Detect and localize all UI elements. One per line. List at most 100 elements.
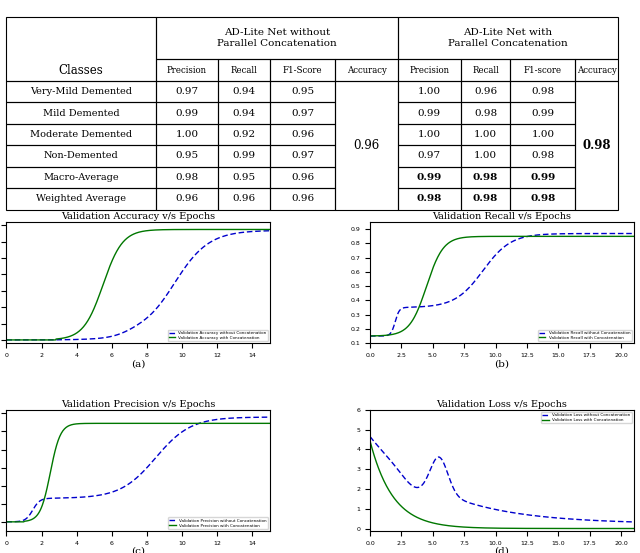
- Bar: [6, 17, 156, 81]
- Title: Validation Accuracy v/s Epochs: Validation Accuracy v/s Epochs: [61, 212, 215, 221]
- Bar: [398, 145, 461, 166]
- Text: AD-Lite Net with
Parallel Concatenation: AD-Lite Net with Parallel Concatenation: [448, 28, 568, 48]
- Bar: [461, 166, 511, 188]
- Text: 0.99: 0.99: [418, 108, 441, 118]
- Title: Validation Precision v/s Epochs: Validation Precision v/s Epochs: [61, 400, 215, 409]
- Text: Classes: Classes: [59, 64, 103, 77]
- Bar: [218, 124, 270, 145]
- Text: 0.94: 0.94: [233, 108, 256, 118]
- Text: Non-Demented: Non-Demented: [44, 152, 118, 160]
- Text: Recall: Recall: [231, 66, 258, 75]
- Text: 0.98: 0.98: [474, 108, 497, 118]
- Bar: [218, 60, 270, 81]
- Text: 0.95: 0.95: [175, 152, 198, 160]
- Bar: [511, 102, 575, 124]
- Text: 0.97: 0.97: [418, 152, 441, 160]
- Bar: [156, 124, 218, 145]
- Text: 0.98: 0.98: [531, 87, 554, 96]
- Text: 0.99: 0.99: [531, 108, 554, 118]
- Bar: [156, 60, 218, 81]
- Bar: [398, 60, 461, 81]
- Text: 0.97: 0.97: [291, 108, 314, 118]
- Bar: [270, 81, 335, 102]
- Text: F1-score: F1-score: [524, 66, 562, 75]
- Legend: Validation Loss without Concatenation, Validation Loss with Concatenation: Validation Loss without Concatenation, V…: [541, 412, 632, 423]
- Legend: Validation Accuracy without Concatenation, Validation Accuracy with Concatenatio: Validation Accuracy without Concatenatio…: [168, 330, 268, 341]
- X-axis label: (c): (c): [131, 547, 145, 553]
- Bar: [218, 188, 270, 210]
- Text: 0.98: 0.98: [531, 194, 556, 204]
- Legend: Validation Precision without Concatenation, Validation Precision with Concatenat: Validation Precision without Concatenati…: [168, 518, 268, 529]
- Text: Macro-Average: Macro-Average: [43, 173, 119, 182]
- Bar: [156, 188, 218, 210]
- Text: 0.96: 0.96: [233, 194, 256, 204]
- Bar: [270, 145, 335, 166]
- Text: Recall: Recall: [472, 66, 499, 75]
- Title: Validation Recall v/s Epochs: Validation Recall v/s Epochs: [433, 212, 572, 221]
- Bar: [156, 145, 218, 166]
- X-axis label: (a): (a): [131, 359, 145, 368]
- Bar: [575, 81, 618, 210]
- Bar: [511, 145, 575, 166]
- Bar: [335, 81, 398, 210]
- Text: Very-Mild Demented: Very-Mild Demented: [30, 87, 132, 96]
- Text: 0.95: 0.95: [291, 87, 314, 96]
- Text: 0.98: 0.98: [582, 139, 611, 152]
- Bar: [335, 60, 398, 81]
- Text: Weighted Average: Weighted Average: [36, 194, 126, 204]
- Text: AD-Lite Net without
Parallel Concatenation: AD-Lite Net without Parallel Concatenati…: [217, 28, 337, 48]
- Text: Accuracy: Accuracy: [577, 66, 616, 75]
- Text: 0.99: 0.99: [175, 108, 198, 118]
- Text: 1.00: 1.00: [531, 130, 554, 139]
- Text: 0.92: 0.92: [233, 130, 256, 139]
- Bar: [156, 81, 218, 102]
- Bar: [511, 166, 575, 188]
- Bar: [6, 81, 156, 102]
- Text: 0.96: 0.96: [291, 194, 314, 204]
- Bar: [511, 60, 575, 81]
- Text: 0.98: 0.98: [531, 152, 554, 160]
- Text: 0.99: 0.99: [531, 173, 556, 182]
- Text: 0.98: 0.98: [473, 173, 498, 182]
- Bar: [398, 102, 461, 124]
- Bar: [156, 102, 218, 124]
- Bar: [218, 166, 270, 188]
- Bar: [461, 81, 511, 102]
- Text: 0.94: 0.94: [233, 87, 256, 96]
- Bar: [461, 102, 511, 124]
- Bar: [270, 60, 335, 81]
- Bar: [218, 81, 270, 102]
- Bar: [575, 60, 618, 81]
- Text: 0.96: 0.96: [353, 139, 380, 152]
- Bar: [270, 188, 335, 210]
- Text: F1-Score: F1-Score: [283, 66, 323, 75]
- Text: 1.00: 1.00: [418, 130, 441, 139]
- Text: 0.95: 0.95: [233, 173, 256, 182]
- Bar: [6, 145, 156, 166]
- Bar: [511, 81, 575, 102]
- Text: 0.98: 0.98: [417, 194, 442, 204]
- Bar: [398, 17, 618, 60]
- Bar: [461, 145, 511, 166]
- Text: 0.97: 0.97: [175, 87, 198, 96]
- Bar: [6, 102, 156, 124]
- Text: 1.00: 1.00: [175, 130, 198, 139]
- Title: Validation Loss v/s Epochs: Validation Loss v/s Epochs: [436, 400, 567, 409]
- Text: 1.00: 1.00: [418, 87, 441, 96]
- Legend: Validation Recall without Concatenation, Validation Recall with Concatenation: Validation Recall without Concatenation,…: [538, 330, 632, 341]
- Bar: [461, 188, 511, 210]
- Text: 0.99: 0.99: [417, 173, 442, 182]
- Bar: [6, 188, 156, 210]
- Text: Precision: Precision: [167, 66, 207, 75]
- Bar: [461, 60, 511, 81]
- Bar: [398, 81, 461, 102]
- Bar: [461, 124, 511, 145]
- Bar: [511, 188, 575, 210]
- Bar: [398, 166, 461, 188]
- X-axis label: (d): (d): [494, 547, 509, 553]
- Text: 0.97: 0.97: [291, 152, 314, 160]
- Bar: [156, 17, 398, 60]
- Bar: [270, 102, 335, 124]
- Text: 0.99: 0.99: [233, 152, 256, 160]
- Text: 0.98: 0.98: [473, 194, 498, 204]
